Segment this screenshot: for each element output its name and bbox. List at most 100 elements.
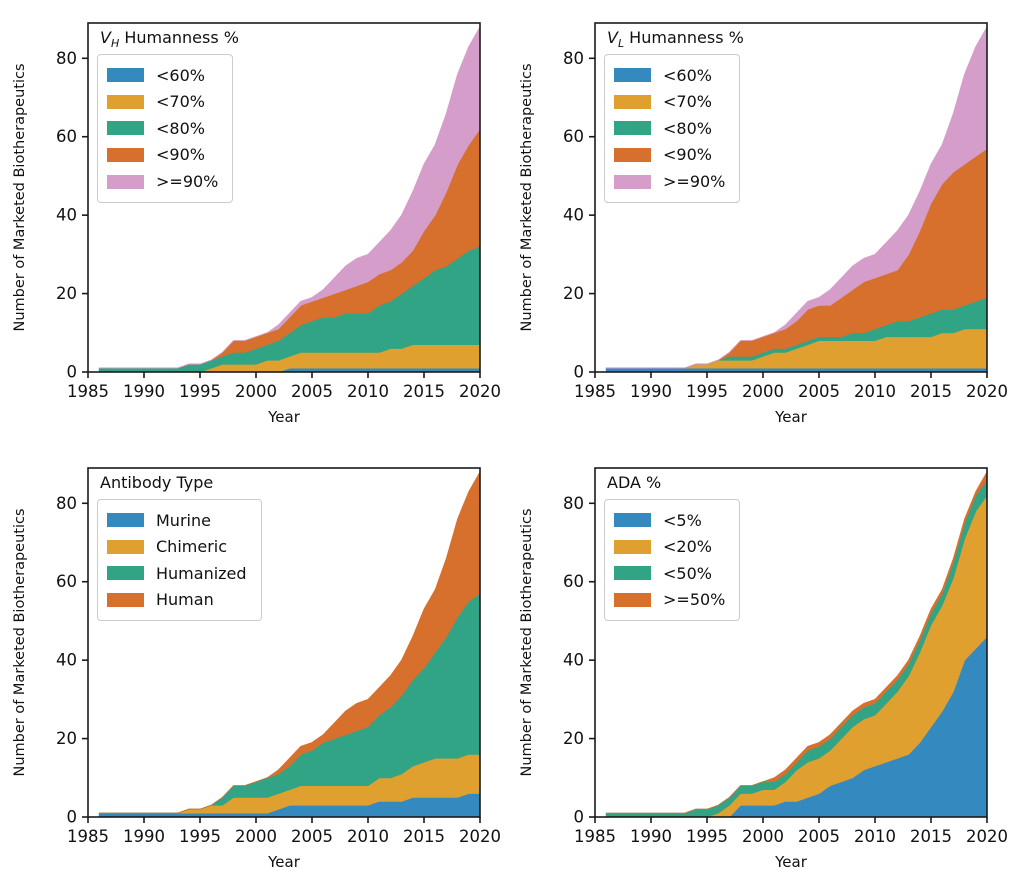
chart-title-vh-humanness: VH Humanness % (100, 28, 239, 51)
legend-label: <60% (663, 65, 712, 85)
y-tick-label: 40 (56, 651, 77, 670)
legend-label: >=90% (156, 171, 219, 191)
axes-spines (87, 22, 481, 373)
legend-entry: >=90% (107, 168, 218, 195)
x-tick-label: 1995 (179, 382, 221, 401)
area-vh-humanness-series-0 (99, 367, 480, 372)
legend-swatch-icon (107, 174, 144, 189)
legend-swatch-icon (107, 593, 144, 608)
x-axis-label: Year (267, 853, 301, 871)
area-vl-humanness-series-4 (606, 26, 987, 369)
y-tick-label: 0 (574, 808, 585, 827)
legend-entry: <70% (614, 89, 725, 116)
legend-entry: Humanized (107, 560, 247, 587)
legend-label: <70% (156, 92, 205, 112)
legend-entry: <50% (614, 560, 725, 587)
x-tick-label: 2015 (910, 827, 952, 846)
x-tick-label: 1995 (686, 382, 728, 401)
x-tick-label: 2010 (854, 827, 896, 846)
chart-title-antibody-type: Antibody Type (100, 473, 214, 492)
plot-area-antibody-type: 1985 1990 1995 2000 2005 2010 2015 2020 0 20 40 60 8… (12, 467, 501, 871)
legend-label: <90% (156, 145, 205, 165)
legend-label: <50% (663, 563, 712, 583)
legend-entry: Human (107, 587, 247, 614)
legend-entry: <80% (614, 115, 725, 142)
y-axis-label: Number of Marketed Biotherapeutics (12, 508, 28, 776)
x-axis-label: Year (774, 408, 808, 426)
legend-swatch-icon (107, 148, 144, 163)
x-tick-label: 2005 (798, 827, 840, 846)
legend-entry: Murine (107, 507, 247, 534)
axes-spines (87, 467, 481, 818)
legend-label: <70% (663, 92, 712, 112)
legend-entry: <20% (614, 534, 725, 561)
x-tick-label: 2020 (459, 827, 501, 846)
y-tick-label: 20 (56, 284, 77, 303)
x-tick-label: 1985 (574, 827, 616, 846)
x-axis-label: Year (267, 408, 301, 426)
legend-vl-humanness: <60% <70% <80% <90% >=90% (604, 54, 741, 203)
legend-entry: <5% (614, 507, 725, 534)
x-tick-label: 2005 (291, 382, 333, 401)
y-tick-label: 80 (563, 49, 584, 68)
y-tick-label: 60 (563, 572, 584, 591)
chart-title-vl-humanness: VL Humanness % (607, 28, 744, 51)
chart-title-ada-percent: ADA % (607, 473, 662, 492)
legend-entry: <90% (614, 142, 725, 169)
legend-ada-percent: <5% <20% <50% >=50% (604, 499, 741, 622)
chart-vl-humanness: 1985 1990 1995 2000 2005 2010 2015 2020 0 20 40 60 8… (507, 0, 1014, 444)
stacked-areas (605, 471, 987, 817)
x-tick-label: 2010 (347, 382, 389, 401)
legend-label: Humanized (156, 563, 247, 583)
x-tick-label: 2020 (966, 827, 1008, 846)
y-tick-label: 60 (56, 127, 77, 146)
x-tick-label: 1995 (179, 827, 221, 846)
x-tick-label: 2015 (910, 382, 952, 401)
legend-label: <5% (663, 510, 702, 530)
axes-spines (594, 22, 988, 373)
x-tick-label: 2000 (235, 382, 277, 401)
area-vh-humanness-series-4 (99, 26, 480, 369)
legend-label: Human (156, 590, 214, 610)
y-tick-label: 80 (563, 494, 584, 513)
x-axis-label: Year (774, 853, 808, 871)
legend-entry: <70% (107, 89, 218, 116)
x-tick-label: 2010 (854, 382, 896, 401)
legend-swatch-icon (107, 94, 144, 109)
legend-antibody-type: Murine Chimeric Humanized Human (97, 499, 262, 622)
legend-swatch-icon (614, 174, 651, 189)
chart-ada-percent: 1985 1990 1995 2000 2005 2010 2015 2020 0 20 40 60 8… (507, 445, 1014, 889)
y-tick-label: 20 (563, 284, 584, 303)
x-tick-label: 1990 (123, 382, 165, 401)
x-tick-label: 1990 (630, 382, 672, 401)
y-tick-label: 20 (56, 729, 77, 748)
y-tick-label: 80 (56, 49, 77, 68)
legend-swatch-icon (614, 566, 651, 581)
legend-swatch-icon (614, 593, 651, 608)
x-tick-label: 2020 (459, 382, 501, 401)
legend-label: <60% (156, 65, 205, 85)
x-tick-label: 2020 (966, 382, 1008, 401)
legend-swatch-icon (107, 513, 144, 528)
legend-entry: <90% (107, 142, 218, 169)
stacked-areas (605, 26, 987, 372)
x-tick-label: 2010 (347, 827, 389, 846)
y-tick-label: 0 (67, 363, 78, 382)
plot-area-vh-humanness: 1985 1990 1995 2000 2005 2010 2015 2020 0 20 40 60 8… (12, 22, 501, 426)
x-tick-label: 2015 (403, 827, 445, 846)
legend-swatch-icon (107, 121, 144, 136)
plot-area-vl-humanness: 1985 1990 1995 2000 2005 2010 2015 2020 0 20 40 60 8… (519, 22, 1008, 426)
y-tick-label: 60 (56, 572, 77, 591)
legend-swatch-icon (614, 68, 651, 83)
x-tick-label: 2015 (403, 382, 445, 401)
stacked-areas (98, 471, 480, 817)
x-tick-label: 1985 (67, 382, 109, 401)
legend-swatch-icon (614, 148, 651, 163)
area-ada-percent-series-3 (606, 471, 987, 814)
x-tick-label: 1990 (630, 827, 672, 846)
y-axis-label: Number of Marketed Biotherapeutics (519, 508, 535, 776)
x-tick-label: 1985 (67, 827, 109, 846)
legend-swatch-icon (107, 68, 144, 83)
legend-swatch-icon (614, 94, 651, 109)
